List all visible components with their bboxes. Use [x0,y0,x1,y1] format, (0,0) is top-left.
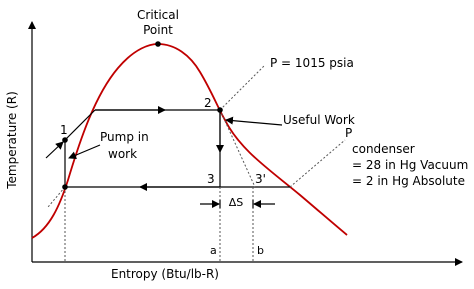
useful-work-label: Useful Work [283,113,355,127]
critical-label: Critical [137,8,179,22]
state-points [62,41,223,190]
delta-s-label: ΔS [229,196,244,209]
condenser-label: = 28 in Hg Vacuum [352,158,468,172]
point-label: 3' [255,172,266,186]
arrows [45,116,283,208]
condenser-label: condenser [352,142,415,156]
point-label: 2 [204,96,212,110]
condenser-label: P [345,126,352,140]
y-axis-label: Temperature (R) [5,91,19,190]
pressure-label: P = 1015 psia [270,56,354,70]
point-label: 3 [207,172,215,186]
pump-label: Pump in [100,130,149,144]
critical-label: Point [143,23,173,37]
condenser-label: = 2 in Hg Absolute [352,174,465,188]
saturation-curve [31,43,348,239]
point-label: 1 [60,123,68,137]
axes [28,21,463,266]
mark-label: b [257,244,264,257]
guides [47,64,346,262]
mark-label: a [210,244,217,257]
x-axis-label: Entropy (Btu/lb-R) [111,267,219,281]
pump-label: work [108,147,137,161]
